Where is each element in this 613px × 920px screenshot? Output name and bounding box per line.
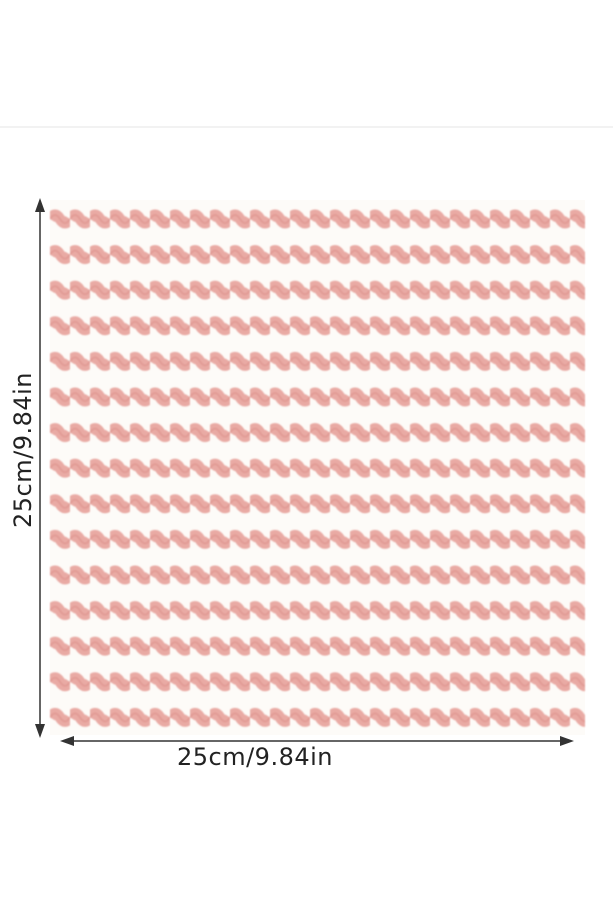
width-label: 25cm/9.84in bbox=[177, 743, 333, 771]
height-label: 25cm/9.84in bbox=[9, 372, 37, 528]
towel-stripes bbox=[50, 200, 585, 735]
height-arrow bbox=[35, 198, 45, 738]
width-arrow bbox=[60, 736, 574, 746]
towel bbox=[50, 200, 585, 735]
